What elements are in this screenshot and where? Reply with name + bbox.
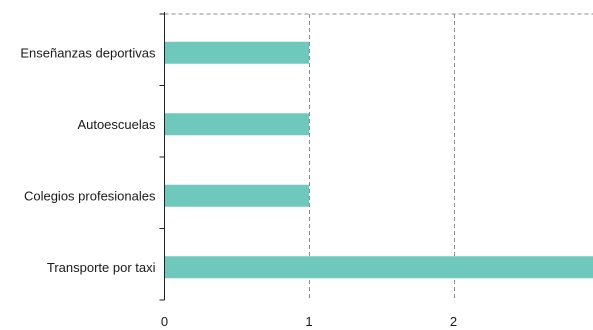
- category-label: Autoescuelas: [77, 117, 156, 132]
- x-tick-label: 0: [161, 314, 168, 329]
- x-tick-label: 1: [305, 314, 312, 329]
- category-label: Transporte por taxi: [47, 260, 156, 275]
- category-label: Colegios profesionales: [24, 188, 156, 203]
- bars: [164, 41, 593, 279]
- bar-1: [164, 41, 309, 64]
- axes: [159, 12, 165, 301]
- bar-3: [164, 184, 309, 207]
- grid-lines: [164, 13, 593, 300]
- bar-2: [164, 113, 309, 136]
- category-labels: Enseñanzas deportivas Autoescuelas Colegio…: [20, 45, 156, 275]
- category-label: Enseñanzas deportivas: [20, 45, 156, 60]
- x-tick-labels: 0123: [161, 314, 457, 329]
- bar-4: [164, 256, 593, 279]
- x-tick-label: 2: [450, 314, 457, 329]
